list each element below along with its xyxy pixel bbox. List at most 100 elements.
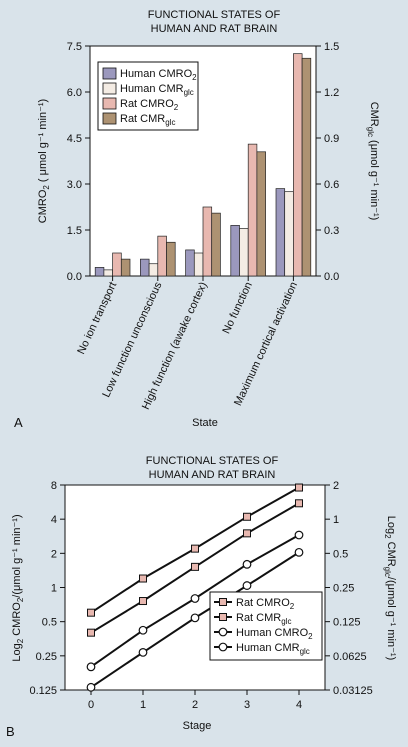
bar — [293, 53, 303, 277]
bar — [140, 258, 150, 277]
chart-a-y2-axis-label: CMRglc (μmol g⁻¹ min⁻¹) — [366, 102, 380, 221]
data-point — [295, 483, 303, 492]
y2-tick-label: 0.0 — [324, 271, 339, 283]
y2-tick-label: 0.0625 — [333, 651, 367, 663]
y-tick-label: 4.5 — [67, 133, 82, 145]
y-tick-label: 4 — [51, 514, 57, 526]
bar — [284, 191, 294, 277]
y-tick-label: 7.5 — [67, 41, 82, 53]
legend-marker-rat-cmro2 — [219, 598, 227, 606]
chart-b-y2-axis-label: Log2 CMRglc/(μmol g⁻¹ min⁻¹) — [383, 516, 397, 661]
chart-b-ticks: 0.125 0.25 0.5 1 2 4 8 0.03125 0.0625 0.125 0.25 0.… — [29, 480, 372, 711]
x-tick-label: 1 — [140, 699, 146, 711]
y2-tick-label: 0.6 — [324, 179, 339, 191]
y2-tick-label: 0.25 — [333, 583, 354, 595]
y-tick-label: 1.5 — [67, 225, 82, 237]
bar — [211, 212, 221, 277]
y2-tick-label: 2 — [333, 480, 339, 492]
data-point — [191, 562, 199, 571]
bar — [247, 143, 258, 277]
chart-b-legend: Rat CMRO2 Rat CMRglc Human CMRO2 Human C… — [209, 591, 323, 661]
chart-b-legend-box — [209, 591, 323, 661]
y2-tick-label: 0.125 — [333, 617, 361, 629]
bar — [112, 252, 122, 277]
x-tick-label: 4 — [296, 699, 302, 711]
bar — [256, 151, 266, 277]
y2-tick-label: 1.5 — [324, 41, 339, 53]
bar — [103, 269, 113, 277]
data-point — [87, 608, 95, 617]
data-point — [294, 530, 304, 540]
chart-a-bars — [94, 53, 312, 277]
y2-tick-label: 1 — [333, 514, 339, 526]
y2-tick-label: 1.2 — [324, 87, 339, 99]
legend-marker-human-cmrglc — [218, 642, 228, 652]
data-point — [86, 682, 96, 692]
bar — [94, 267, 105, 277]
bar — [301, 57, 312, 277]
bar — [202, 206, 213, 277]
chart-a-title-line-2: HUMAN AND RAT BRAIN — [151, 23, 278, 35]
legend-label-rat-cmro2-b: Rat CMRO2 — [236, 597, 295, 611]
legend-label-rat-cmro2: Rat CMRO2 — [120, 98, 179, 112]
chart-b-y-axis-label: Log2 CMRO2/(μmol g⁻¹ min⁻¹) — [11, 514, 25, 661]
data-point — [295, 499, 303, 508]
data-point — [86, 662, 96, 672]
data-point — [139, 597, 147, 606]
legend-marker-rat-cmrglc — [219, 613, 227, 621]
bar — [185, 249, 195, 277]
chart-b-panel-label: B — [6, 724, 15, 739]
bar — [275, 188, 286, 277]
chart-a-legend: Human CMRO2 Human CMRglc Rat CMRO2 Rat C… — [97, 61, 199, 131]
data-point — [242, 581, 252, 590]
data-point — [139, 574, 147, 583]
data-point — [243, 529, 251, 538]
legend-swatch-rat-cmro2 — [102, 97, 117, 110]
y-tick-label: 0.5 — [42, 617, 57, 629]
data-point — [243, 512, 251, 521]
data-point — [138, 648, 148, 657]
data-point — [138, 625, 148, 635]
y2-tick-label: 0.5 — [333, 548, 348, 560]
chart-a-panel-label: A — [14, 415, 23, 430]
chart-a-title-line-1: FUNCTIONAL STATES OF — [148, 9, 281, 21]
y-tick-label: 0.125 — [29, 685, 57, 697]
data-point — [190, 613, 200, 623]
bar — [148, 263, 159, 277]
bar — [157, 235, 167, 277]
y-tick-label: 1 — [51, 583, 57, 595]
chart-a-x-axis-label: State — [192, 417, 218, 429]
data-point — [294, 547, 304, 557]
y2-tick-label: 0.9 — [324, 133, 339, 145]
y-tick-label: 2 — [51, 548, 57, 560]
legend-label-rat-cmrglc-b: Rat CMRglc — [236, 612, 291, 626]
legend-label-human-cmro2-b: Human CMRO2 — [236, 627, 313, 641]
chart-a-y-axis-label: CMRO2 ( μmol g⁻¹ min⁻¹) — [37, 99, 51, 223]
legend-swatch-human-cmro2 — [102, 67, 117, 80]
data-point — [87, 628, 95, 637]
data-point — [242, 559, 252, 569]
bar — [120, 258, 131, 277]
bar — [166, 241, 176, 277]
chart-b-lines — [86, 483, 304, 692]
data-point — [190, 594, 200, 603]
bar — [239, 228, 249, 277]
x-tick-label: 3 — [244, 699, 250, 711]
legend-swatch-rat-cmrglc — [102, 112, 117, 125]
y-tick-label: 0.25 — [36, 651, 57, 663]
legend-label-human-cmrglc: Human CMRglc — [120, 83, 194, 97]
chart-b-x-axis-label: Stage — [183, 720, 212, 732]
legend-label-human-cmro2: Human CMRO2 — [120, 68, 197, 82]
legend-label-rat-cmrglc: Rat CMRglc — [120, 113, 175, 127]
bar — [193, 252, 204, 277]
y-tick-label: 6.0 — [67, 87, 82, 99]
y2-tick-label: 0.3 — [324, 225, 339, 237]
x-tick-label: 2 — [192, 699, 198, 711]
chart-b-title-line-1: FUNCTIONAL STATES OF — [146, 455, 279, 467]
y2-tick-label: 0.03125 — [333, 685, 373, 697]
y-tick-label: 0.0 — [67, 271, 82, 283]
data-point — [191, 544, 199, 553]
x-tick-label: 0 — [88, 699, 94, 711]
legend-marker-human-cmro2 — [218, 627, 228, 637]
